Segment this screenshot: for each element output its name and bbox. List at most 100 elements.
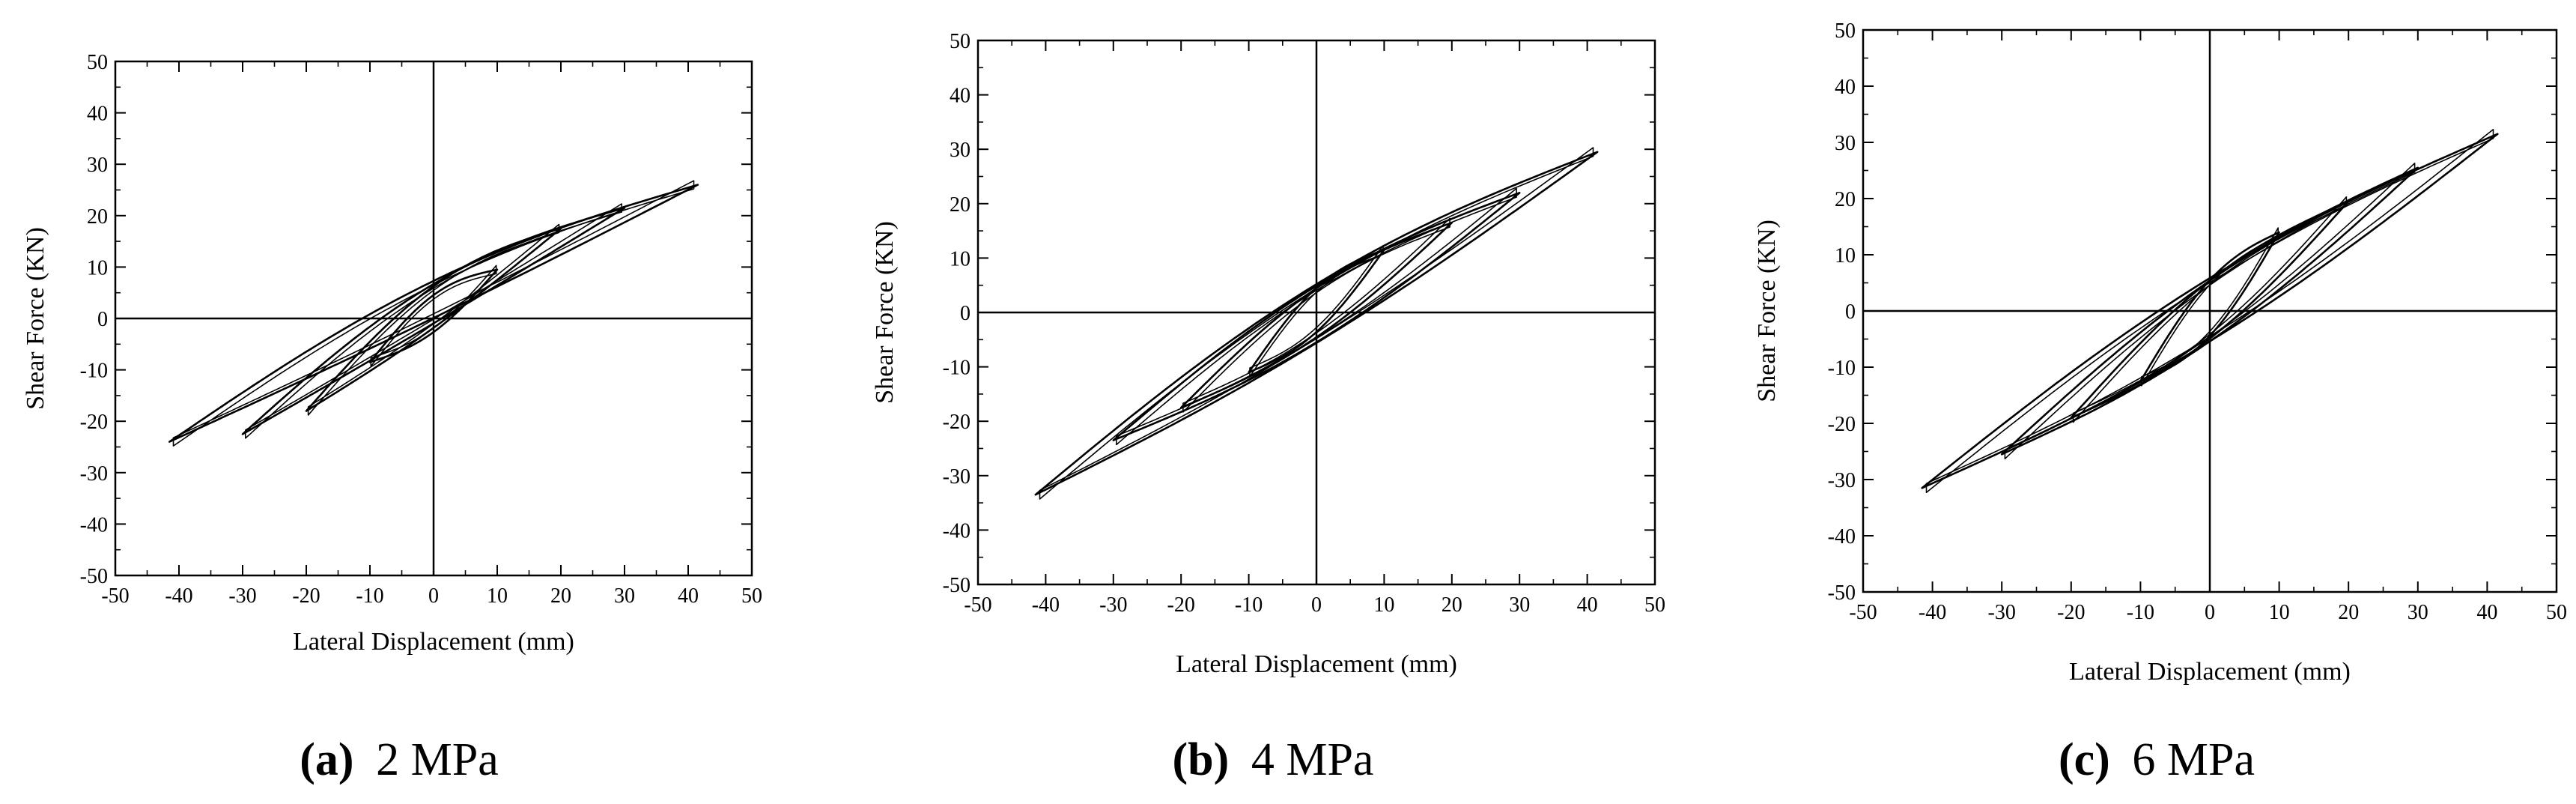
panel-c-zero-axes bbox=[1863, 30, 2557, 592]
x-tick-label: 20 bbox=[2338, 601, 2359, 624]
x-tick-label: 50 bbox=[741, 584, 762, 608]
hysteresis-loop-41.5mm bbox=[168, 184, 699, 443]
y-tick-label: 20 bbox=[950, 193, 970, 217]
x-tick-label: -20 bbox=[1167, 593, 1195, 617]
x-tick-label: -50 bbox=[1849, 601, 1877, 624]
x-tick-label: 10 bbox=[1373, 593, 1394, 617]
hysteresis-loop-repeat-20mm bbox=[307, 223, 560, 416]
panel-b-y-axis-label: Shear Force (KN) bbox=[871, 221, 899, 404]
y-tick-label: 30 bbox=[950, 139, 970, 162]
y-tick-label: -10 bbox=[1828, 357, 1856, 380]
y-tick-label: 50 bbox=[1835, 19, 1856, 43]
x-tick-label: 0 bbox=[1311, 593, 1322, 617]
panel-b-caption-text: 4 MPa bbox=[1251, 734, 1374, 785]
y-tick-label: 0 bbox=[97, 308, 108, 331]
x-tick-label: 0 bbox=[428, 584, 439, 608]
panel-c-hysteresis-curves bbox=[1921, 129, 2499, 494]
y-tick-label: 30 bbox=[87, 154, 108, 177]
y-tick-label: 10 bbox=[87, 256, 108, 279]
panel-a-2mpa: -50 -40 -30 -20 -10 0 10 20 30 40 50 -50 -40 -30 -20 -1… bbox=[22, 51, 762, 785]
panel-a-x-axis-label: Lateral Displacement (mm) bbox=[293, 628, 574, 656]
x-tick-label: 30 bbox=[2408, 601, 2428, 624]
x-tick-label: -50 bbox=[964, 593, 991, 617]
panel-a-caption-letter: (a) bbox=[300, 734, 353, 785]
x-tick-label: 20 bbox=[1442, 593, 1462, 617]
y-tick-label: 40 bbox=[1835, 76, 1856, 99]
hysteresis-loop-repeat-20mm bbox=[1182, 217, 1450, 413]
y-tick-label: 0 bbox=[1845, 300, 1856, 324]
y-tick-label: -50 bbox=[1828, 581, 1856, 605]
x-tick-label: 50 bbox=[1644, 593, 1665, 617]
x-tick-label: 10 bbox=[487, 584, 508, 608]
panel-c-6mpa: -50 -40 -30 -20 -10 0 10 20 30 40 50 -50 -40 -30 -20 -1… bbox=[1753, 19, 2567, 785]
y-tick-label: 50 bbox=[950, 30, 970, 53]
x-tick-label: 30 bbox=[614, 584, 635, 608]
x-tick-label: -10 bbox=[2127, 601, 2154, 624]
y-tick-label: 0 bbox=[960, 302, 970, 325]
y-tick-label: -20 bbox=[943, 411, 970, 434]
y-tick-label: 40 bbox=[950, 85, 970, 108]
x-tick-label: -10 bbox=[1235, 593, 1263, 617]
x-tick-label: -10 bbox=[356, 584, 383, 608]
y-tick-label: -30 bbox=[943, 465, 970, 489]
panel-b-ticks: -50 -40 -30 -20 -10 0 10 20 30 40 50 -50 -40 -30 -20 -1… bbox=[943, 30, 1665, 617]
panel-b-zero-axes bbox=[978, 40, 1655, 584]
panel-a-hysteresis-curves bbox=[168, 180, 699, 447]
panel-c-ticks: -50 -40 -30 -20 -10 0 10 20 30 40 50 -50 -40 -30 -20 -1… bbox=[1828, 19, 2567, 624]
hysteresis-loop-repeat-41.5mm bbox=[1039, 147, 1594, 500]
x-tick-label: 40 bbox=[678, 584, 699, 608]
y-tick-label: -50 bbox=[943, 574, 970, 597]
x-tick-label: 30 bbox=[1509, 593, 1530, 617]
x-tick-label: 20 bbox=[550, 584, 571, 608]
x-tick-label: -20 bbox=[2057, 601, 2085, 624]
hysteresis-loop-30mm bbox=[241, 207, 626, 435]
hysteresis-loop-30mm bbox=[2000, 166, 2419, 456]
y-tick-label: -20 bbox=[80, 411, 108, 434]
x-tick-label: -50 bbox=[101, 584, 129, 608]
y-tick-label: 10 bbox=[1835, 244, 1856, 268]
panel-c-y-axis-label: Shear Force (KN) bbox=[1753, 220, 1781, 402]
y-tick-label: 10 bbox=[950, 247, 970, 270]
panel-a-caption-text: 2 MPa bbox=[376, 734, 499, 785]
x-tick-label: -40 bbox=[1919, 601, 1946, 624]
y-tick-label: -40 bbox=[1828, 525, 1856, 548]
y-tick-label: 50 bbox=[87, 51, 108, 74]
hysteresis-loop-30mm bbox=[1112, 192, 1521, 441]
x-tick-label: 50 bbox=[2546, 601, 2567, 624]
y-tick-label: -10 bbox=[943, 357, 970, 380]
hysteresis-loop-41.5mm bbox=[1034, 151, 1599, 496]
y-tick-label: -40 bbox=[943, 519, 970, 542]
y-tick-label: -40 bbox=[80, 513, 108, 536]
y-tick-label: 20 bbox=[1835, 188, 1856, 211]
y-tick-label: -30 bbox=[80, 462, 108, 486]
panel-b-hysteresis-curves bbox=[1034, 147, 1599, 500]
x-tick-label: -30 bbox=[228, 584, 256, 608]
hysteresis-loop-41.5mm bbox=[1921, 133, 2499, 489]
x-tick-label: -30 bbox=[1988, 601, 2016, 624]
hysteresis-loop-repeat-41.5mm bbox=[1925, 129, 2494, 494]
x-tick-label: -40 bbox=[1032, 593, 1060, 617]
y-tick-label: -50 bbox=[80, 565, 108, 588]
panel-b-caption-letter: (b) bbox=[1173, 734, 1230, 785]
x-tick-label: -30 bbox=[1099, 593, 1127, 617]
y-tick-label: -30 bbox=[1828, 469, 1856, 492]
hysteresis-loop-repeat-10mm bbox=[370, 265, 497, 367]
x-tick-label: 40 bbox=[1577, 593, 1598, 617]
y-tick-label: -10 bbox=[80, 360, 108, 383]
x-tick-label: 40 bbox=[2476, 601, 2497, 624]
panel-b-caption: (b) 4 MPa bbox=[1173, 734, 1374, 785]
x-tick-label: -20 bbox=[292, 584, 320, 608]
panel-c-caption-letter: (c) bbox=[2059, 734, 2110, 785]
y-tick-label: -20 bbox=[1828, 413, 1856, 436]
hysteresis-loop-repeat-30mm bbox=[245, 203, 622, 439]
hysteresis-loop-repeat-41.5mm bbox=[172, 180, 695, 447]
panel-a-y-axis-label: Shear Force (KN) bbox=[22, 227, 49, 410]
y-tick-label: 40 bbox=[87, 103, 108, 126]
y-tick-label: 20 bbox=[87, 205, 108, 229]
y-tick-label: 30 bbox=[1835, 132, 1856, 155]
panel-a-ticks: -50 -40 -30 -20 -10 0 10 20 30 40 50 -50 -40 -30 -20 -1… bbox=[80, 51, 762, 608]
hysteresis-loop-repeat-30mm bbox=[1116, 187, 1517, 446]
panel-c-caption: (c) 6 MPa bbox=[2059, 734, 2255, 785]
panel-b-4mpa: -50 -40 -30 -20 -10 0 10 20 30 40 50 -50 -40 -30 -20 -1… bbox=[871, 30, 1665, 785]
